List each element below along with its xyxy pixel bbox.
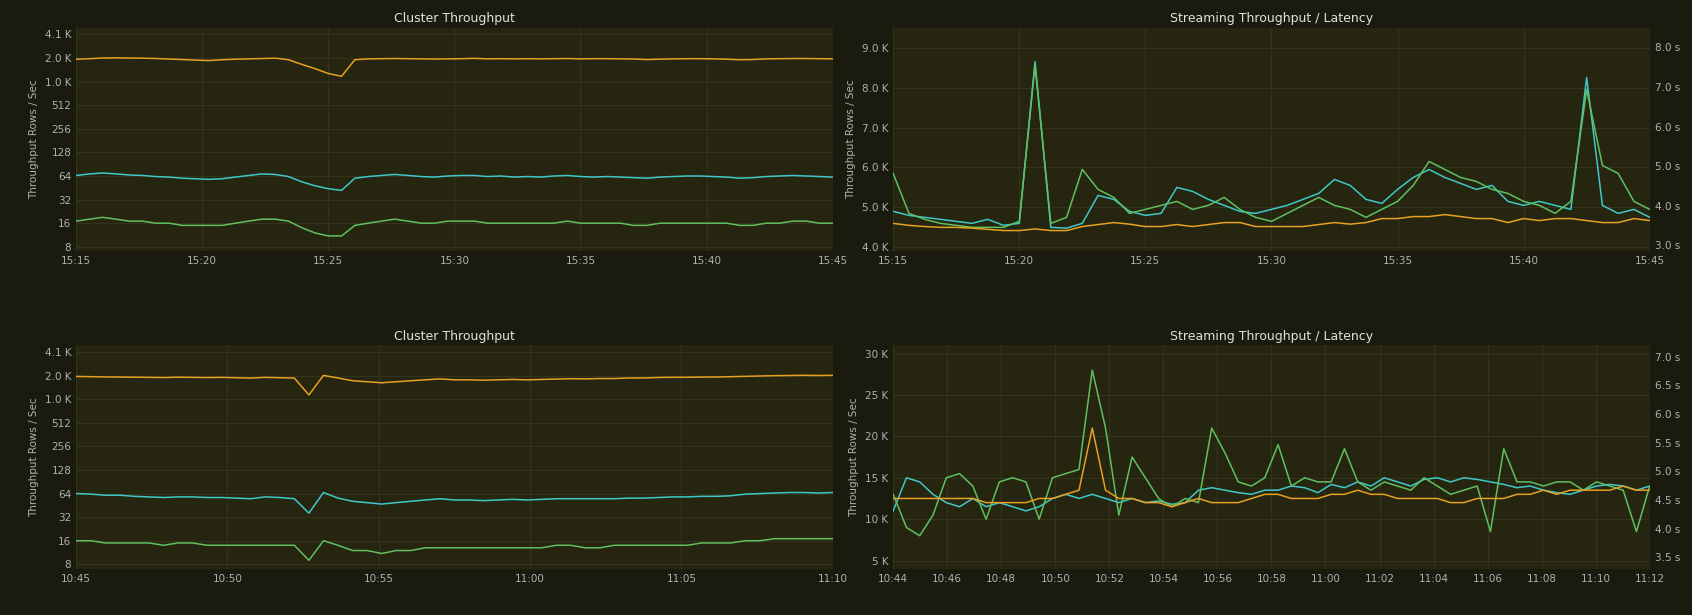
Title: Streaming Throughput / Latency: Streaming Throughput / Latency <box>1169 12 1372 25</box>
Y-axis label: Throughput Rows / Sec: Throughput Rows / Sec <box>29 80 39 199</box>
Y-axis label: Throughput Rows / Sec: Throughput Rows / Sec <box>29 397 39 517</box>
Title: Cluster Throughput: Cluster Throughput <box>394 12 514 25</box>
Y-axis label: Throughput Rows / Sec: Throughput Rows / Sec <box>846 80 856 199</box>
Title: Cluster Throughput: Cluster Throughput <box>394 330 514 343</box>
Y-axis label: Throughput Rows / Sec: Throughput Rows / Sec <box>849 397 860 517</box>
Title: Streaming Throughput / Latency: Streaming Throughput / Latency <box>1169 330 1372 343</box>
